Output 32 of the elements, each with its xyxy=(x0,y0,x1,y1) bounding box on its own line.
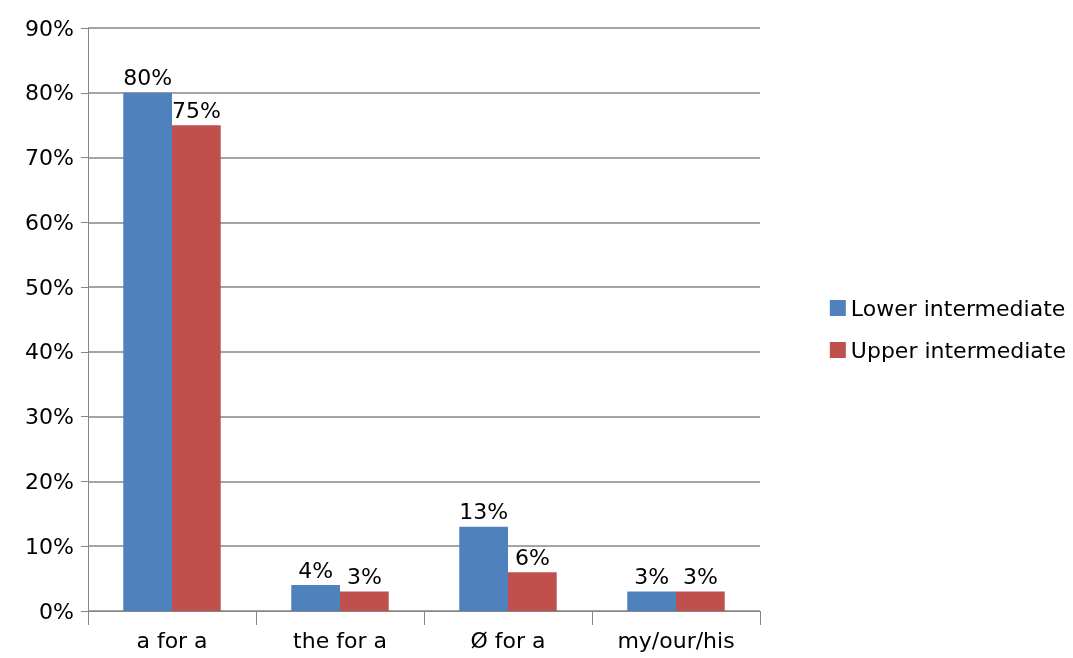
bar xyxy=(291,585,340,611)
bar xyxy=(172,125,221,611)
bar xyxy=(123,92,172,611)
y-tick-label: 10% xyxy=(25,533,74,559)
data-label: 3% xyxy=(682,564,718,590)
bar xyxy=(459,526,508,611)
bar xyxy=(508,572,557,611)
bar xyxy=(627,591,676,611)
y-tick-label: 80% xyxy=(25,80,74,106)
legend-label: Lower intermediate xyxy=(850,295,1066,321)
data-label: 13% xyxy=(459,499,509,525)
y-tick-label: 90% xyxy=(25,15,74,41)
x-tick-label: a for a xyxy=(136,627,208,653)
y-tick-label: 60% xyxy=(25,209,74,235)
bar xyxy=(676,591,725,611)
data-label: 80% xyxy=(123,65,173,91)
bar xyxy=(340,591,389,611)
y-tick-label: 20% xyxy=(25,468,74,494)
data-label: 4% xyxy=(298,557,334,583)
y-tick-label: 70% xyxy=(25,145,74,171)
data-label: 3% xyxy=(634,564,670,590)
y-tick-label: 30% xyxy=(25,404,74,430)
data-label: 3% xyxy=(346,564,382,590)
x-tick-label: Ø for a xyxy=(470,627,546,653)
data-label: 6% xyxy=(514,544,550,570)
y-tick-label: 40% xyxy=(25,339,74,365)
legend-label: Upper intermediate xyxy=(850,337,1067,363)
y-tick-label: 50% xyxy=(25,274,74,300)
x-tick-label: the for a xyxy=(293,627,387,653)
data-label: 75% xyxy=(171,97,221,123)
y-tick-label: 0% xyxy=(39,598,74,624)
x-tick-label: my/our/his xyxy=(617,627,735,653)
